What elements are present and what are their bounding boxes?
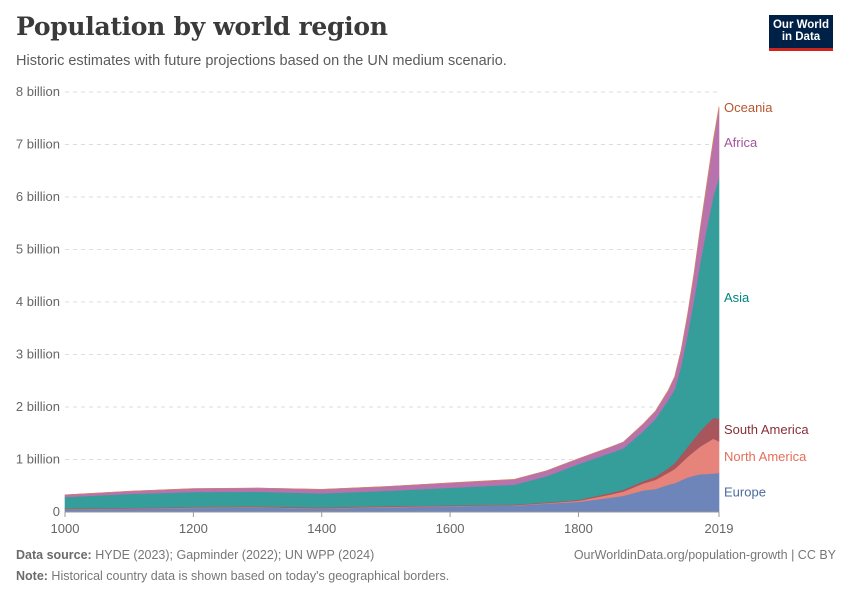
chart-note: Note: Historical country data is shown b… <box>16 569 449 583</box>
series-label-oceania: Oceania <box>724 100 773 115</box>
x-tick-label: 1600 <box>436 521 465 536</box>
y-tick-label: 6 billion <box>16 189 60 204</box>
y-tick-label: 5 billion <box>16 242 60 257</box>
area-series <box>64 106 720 513</box>
series-label-africa: Africa <box>724 135 758 150</box>
owid-logo[interactable]: Our World in Data <box>769 15 833 51</box>
stacked-area-chart: 0 1 billion 2 billion 3 billion 4 billion 5 b… <box>16 84 809 536</box>
y-tick-label: 3 billion <box>16 347 60 362</box>
area-africa <box>64 108 720 498</box>
axes: 0 1 billion 2 billion 3 billion 4 billion 5 b… <box>16 84 734 536</box>
series-label-north-america: North America <box>724 449 807 464</box>
chart-title: Population by world region <box>16 12 388 41</box>
series-label-europe: Europe <box>724 484 766 499</box>
x-tick-label: 2019 <box>705 521 734 536</box>
x-tick-label: 1000 <box>51 521 80 536</box>
y-tick-label: 0 <box>53 504 60 519</box>
data-source: Data source: HYDE (2023); Gapminder (202… <box>16 548 374 562</box>
y-tick-label: 1 billion <box>16 452 60 467</box>
x-tick-label: 1200 <box>179 521 208 536</box>
y-tick-label: 8 billion <box>16 84 60 99</box>
note-label: Note: <box>16 569 48 583</box>
note-text: Historical country data is shown based o… <box>47 569 450 583</box>
data-source-label: Data source: <box>16 548 92 562</box>
chart-subtitle: Historic estimates with future projectio… <box>16 53 507 69</box>
grid-lines <box>65 91 719 460</box>
logo-line-1: Our World <box>772 19 829 31</box>
credit-link[interactable]: OurWorldinData.org/population-growth | C… <box>573 548 836 562</box>
area-asia <box>64 177 720 509</box>
data-source-text: HYDE (2023); Gapminder (2022); UN WPP (2… <box>91 548 375 562</box>
x-tick-label: 1400 <box>307 521 336 536</box>
logo-line-2: in Data <box>781 31 821 43</box>
y-tick-label: 2 billion <box>16 399 60 414</box>
series-label-asia: Asia <box>724 290 750 305</box>
series-labels: Europe North America South America Asia Afri… <box>724 100 809 500</box>
x-tick-label: 1800 <box>564 521 593 536</box>
series-label-south-america: South America <box>724 422 809 437</box>
area-oceania <box>64 106 720 496</box>
y-tick-label: 7 billion <box>16 137 60 152</box>
y-tick-label: 4 billion <box>16 294 60 309</box>
